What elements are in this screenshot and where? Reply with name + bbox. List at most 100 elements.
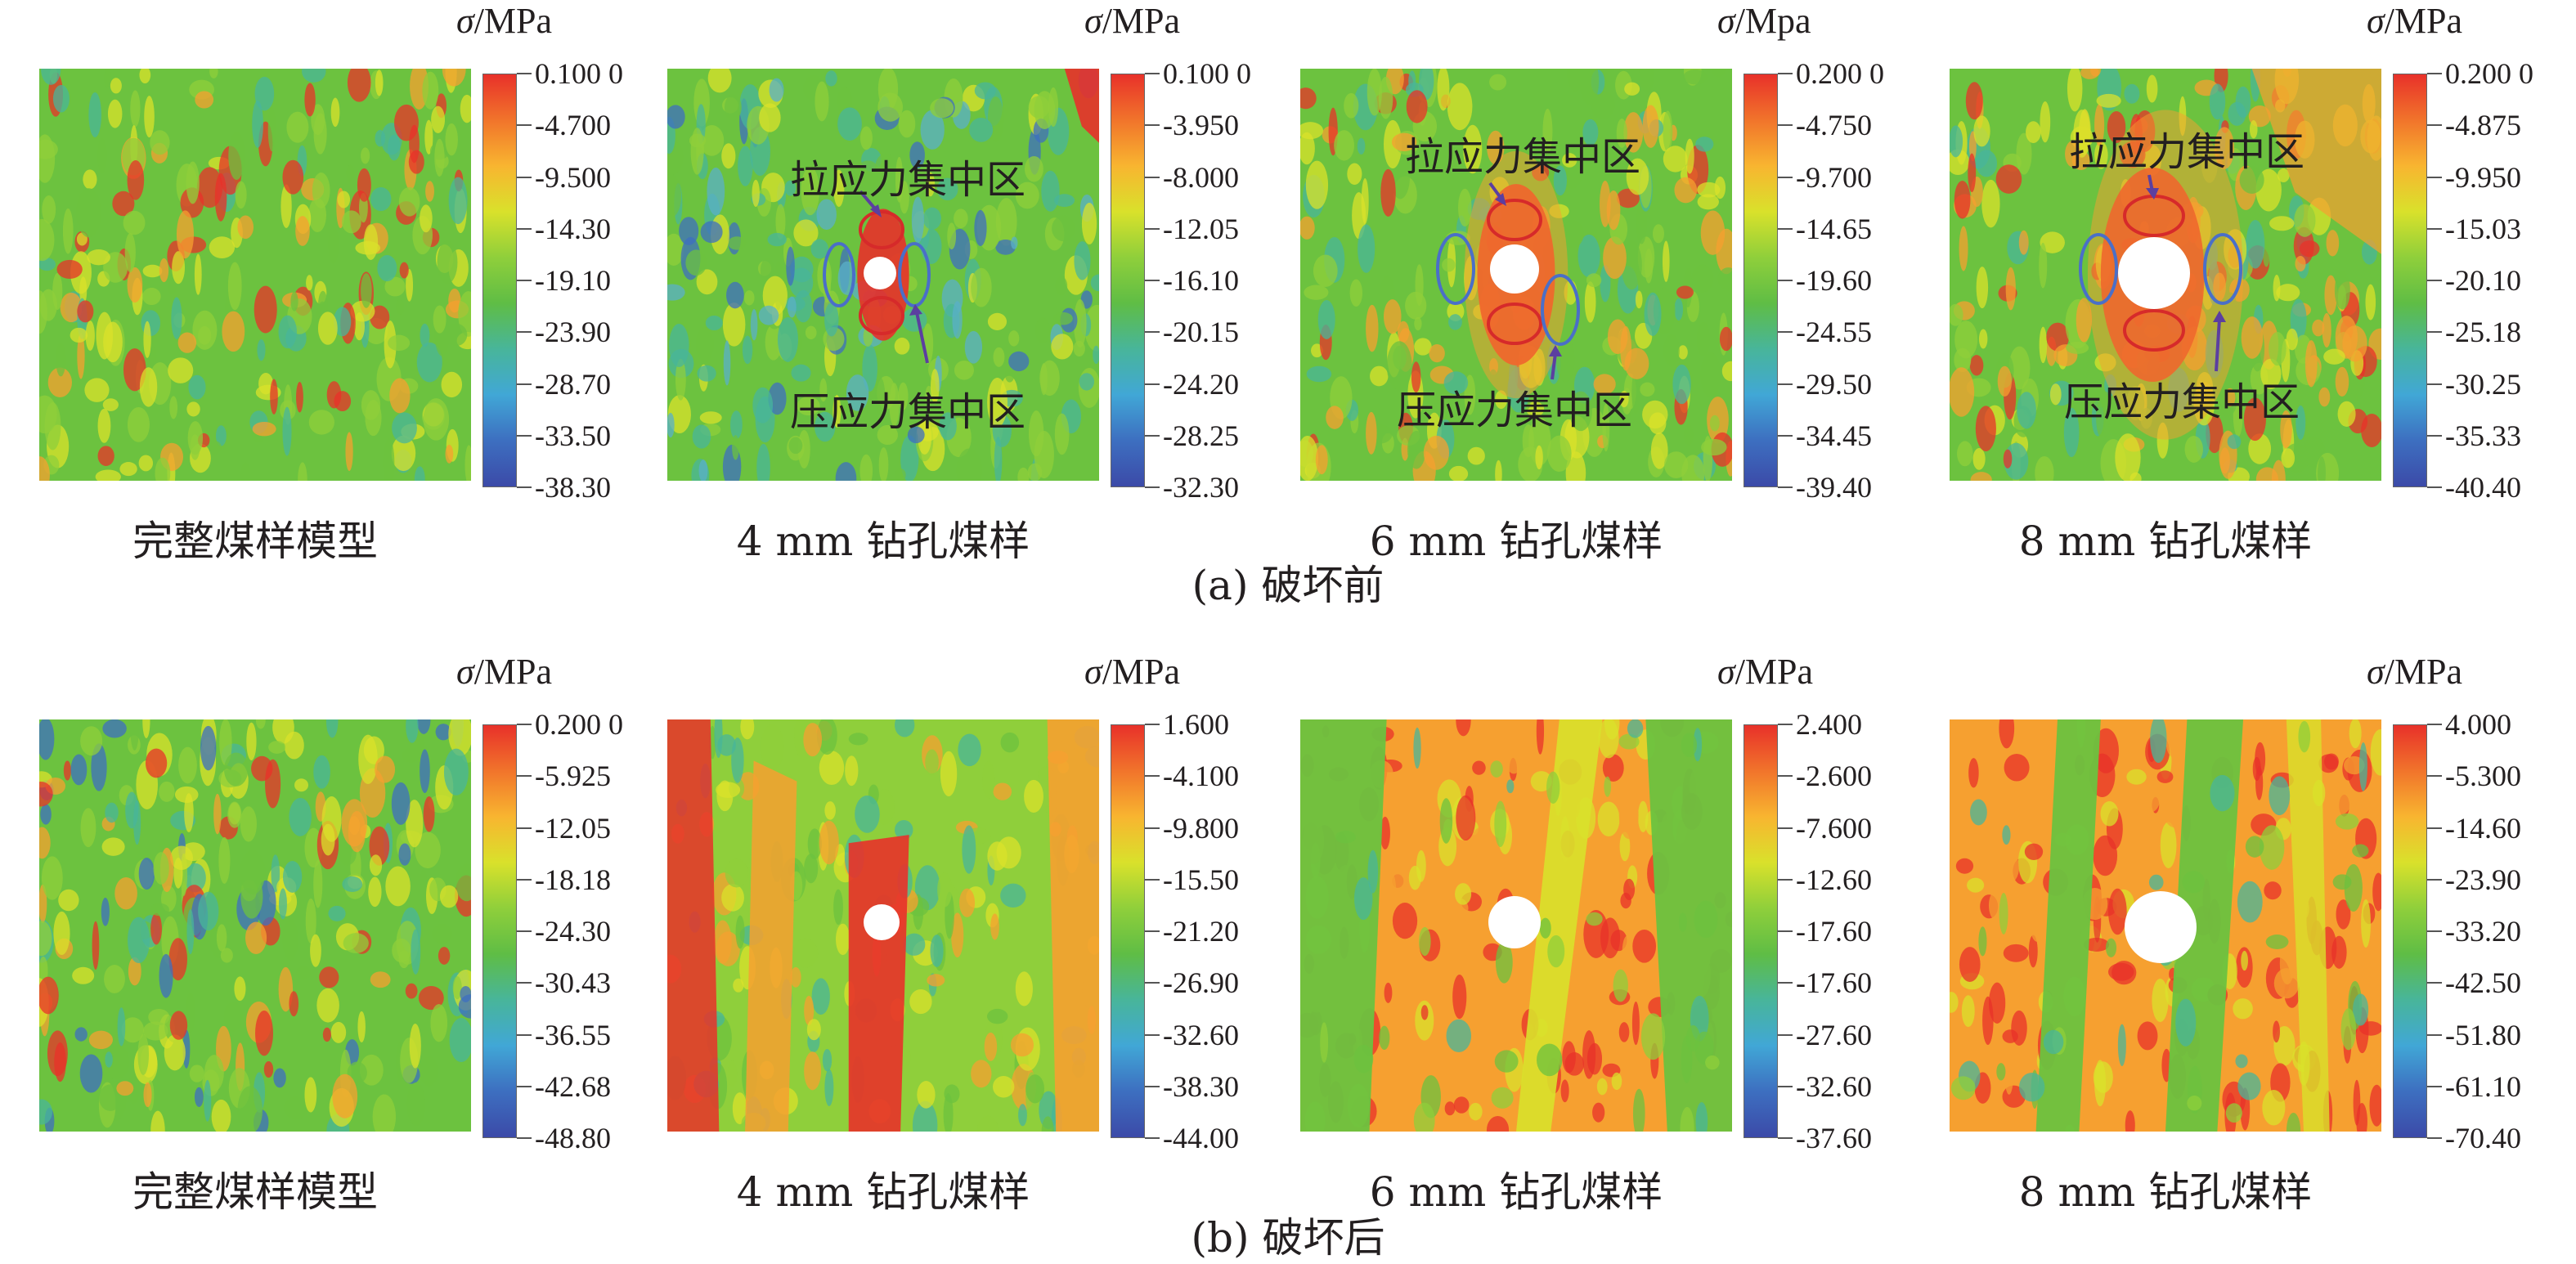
compression-zone-outline — [823, 242, 855, 307]
tension-zone-outline — [2123, 195, 2185, 237]
colorbar-tick — [517, 486, 532, 488]
colorbar-tick-label: -12.05 — [535, 811, 611, 845]
colorbar-tick-label: -36.55 — [535, 1018, 611, 1051]
colorbar-tick — [517, 434, 532, 437]
annotation-overlay — [1950, 719, 2381, 1132]
compression-zone-label: 压应力集中区 — [1397, 388, 1633, 433]
colorbar-tick — [1778, 73, 1793, 74]
colorbar-tick — [1145, 982, 1160, 984]
panel-caption: 完整煤样模型 — [132, 518, 378, 565]
colorbar-tick — [2427, 434, 2442, 437]
colorbar-tick — [517, 176, 532, 178]
borehole — [1488, 896, 1541, 948]
colorbar-tick — [1778, 724, 1793, 725]
panel-a1: σ/MPa 0.100 0 -4.700 -9.500 -14.30 -19.10 -23… — [39, 0, 677, 605]
colorbar-tick — [2427, 280, 2442, 281]
colorbar-tick-label: -17.60 — [1796, 966, 1872, 1000]
colorbar-tick-label: -42.50 — [2445, 966, 2521, 1000]
colorbar-tick — [1778, 1137, 1793, 1139]
colorbar — [1744, 74, 1778, 487]
unit-label: σ/MPa — [1084, 1, 1181, 41]
colorbar-tick-label: 0.100 0 — [1163, 57, 1251, 90]
colorbar-tick — [1145, 331, 1160, 334]
colorbar-tick-label: 4.000 — [2445, 708, 2511, 741]
unit-label: σ/MPa — [2367, 652, 2463, 692]
colorbar-tick-label: -14.30 — [535, 212, 611, 245]
colorbar-tick — [1145, 930, 1160, 932]
compression-zone-label: 压应力集中区 — [2064, 379, 2300, 425]
colorbar — [2393, 74, 2427, 487]
colorbar-tick — [517, 982, 532, 984]
panel-caption: 完整煤样模型 — [132, 1168, 378, 1216]
colorbar-tick — [1778, 434, 1793, 437]
colorbar-tick — [1778, 930, 1793, 932]
colorbar-tick-label: -61.10 — [2445, 1069, 2521, 1103]
colorbar-tick-label: -15.03 — [2445, 212, 2521, 245]
borehole — [864, 904, 900, 940]
colorbar-tick — [1145, 124, 1160, 127]
colorbar-tick-label: -8.000 — [1163, 160, 1239, 194]
tension-zone-outline — [1487, 199, 1542, 241]
colorbar-tick-label: -34.45 — [1796, 419, 1872, 452]
stress-contour-map — [39, 69, 471, 481]
colorbar-tick-label: -17.60 — [1796, 915, 1872, 948]
compression-zone-outline — [898, 242, 931, 307]
colorbar-tick — [1145, 383, 1160, 385]
colorbar-tick — [2427, 878, 2442, 881]
stress-contour-map — [667, 69, 1099, 481]
colorbar-tick — [1778, 775, 1793, 778]
panel-b3: σ/MPa 2.400 -2.600 -7.600 -12.60 -17.60 -17.6… — [1300, 651, 1938, 1256]
colorbar-tick — [517, 227, 532, 230]
colorbar-tick-label: -14.60 — [2445, 811, 2521, 845]
colorbar-tick — [517, 878, 532, 881]
colorbar-tick-label: 0.100 0 — [535, 57, 623, 90]
colorbar-tick — [2427, 124, 2442, 127]
colorbar-tick — [517, 1033, 532, 1036]
colorbar-tick-label: -5.300 — [2445, 760, 2521, 793]
compression-zone-outline — [2203, 233, 2242, 305]
borehole — [2118, 237, 2190, 309]
colorbar-tick-label: -32.60 — [1163, 1018, 1239, 1051]
arrow — [2215, 318, 2221, 372]
colorbar-tick — [2427, 930, 2442, 932]
colorbar-tick-label: -27.60 — [1796, 1018, 1872, 1051]
compression-zone-outline — [1436, 233, 1475, 305]
tension-zone-outline — [2123, 309, 2185, 352]
panel-a2: σ/MPa 拉应力集中区 压应力集中区 0.100 0 -3.950 -8.000 -… — [667, 0, 1305, 605]
arrowhead — [909, 304, 922, 316]
colorbar-tick — [517, 383, 532, 385]
unit-label: σ/MPa — [1084, 652, 1181, 692]
borehole — [2125, 891, 2197, 963]
colorbar-tick — [2427, 1085, 2442, 1087]
colorbar-tick — [517, 1085, 532, 1087]
colorbar-tick — [1778, 176, 1793, 178]
colorbar-tick-label: -14.65 — [1796, 212, 1872, 245]
colorbar-tick-label: 1.600 — [1163, 708, 1229, 741]
stress-contour-map — [667, 719, 1099, 1132]
colorbar-tick — [1145, 227, 1160, 230]
panel-caption: 8 mm 钻孔煤样 — [2018, 1168, 2313, 1216]
colorbar-tick — [1145, 1033, 1160, 1036]
colorbar-tick-label: -20.10 — [2445, 264, 2521, 297]
colorbar-tick — [1778, 1033, 1793, 1036]
colorbar-tick-label: -9.950 — [2445, 160, 2521, 194]
borehole — [864, 257, 896, 289]
colorbar-tick — [1778, 1085, 1793, 1087]
colorbar-tick-label: -18.18 — [535, 863, 611, 896]
tension-zone-label: 拉应力集中区 — [2069, 129, 2305, 175]
colorbar-tick — [1145, 434, 1160, 437]
colorbar-tick — [517, 724, 532, 725]
colorbar-tick — [517, 827, 532, 829]
colorbar-tick — [2427, 176, 2442, 178]
colorbar-tick — [2427, 827, 2442, 829]
row-b-title: (b) 破坏后 — [1191, 1214, 1385, 1262]
annotation-overlay — [1300, 719, 1732, 1132]
colorbar-tick-label: -9.500 — [535, 160, 611, 194]
colorbar-tick — [2427, 383, 2442, 385]
panel-a3: σ/Mpa 拉应力集中区 压应力集中区 0.200 0 -4.750 -9.700 -… — [1300, 0, 1938, 605]
panel-caption: 4 mm 钻孔煤样 — [736, 518, 1030, 565]
colorbar — [1111, 724, 1145, 1138]
colorbar-tick-label: -24.55 — [1796, 316, 1872, 349]
colorbar-tick-label: -7.600 — [1796, 811, 1872, 845]
colorbar-tick-label: -12.60 — [1796, 863, 1872, 896]
